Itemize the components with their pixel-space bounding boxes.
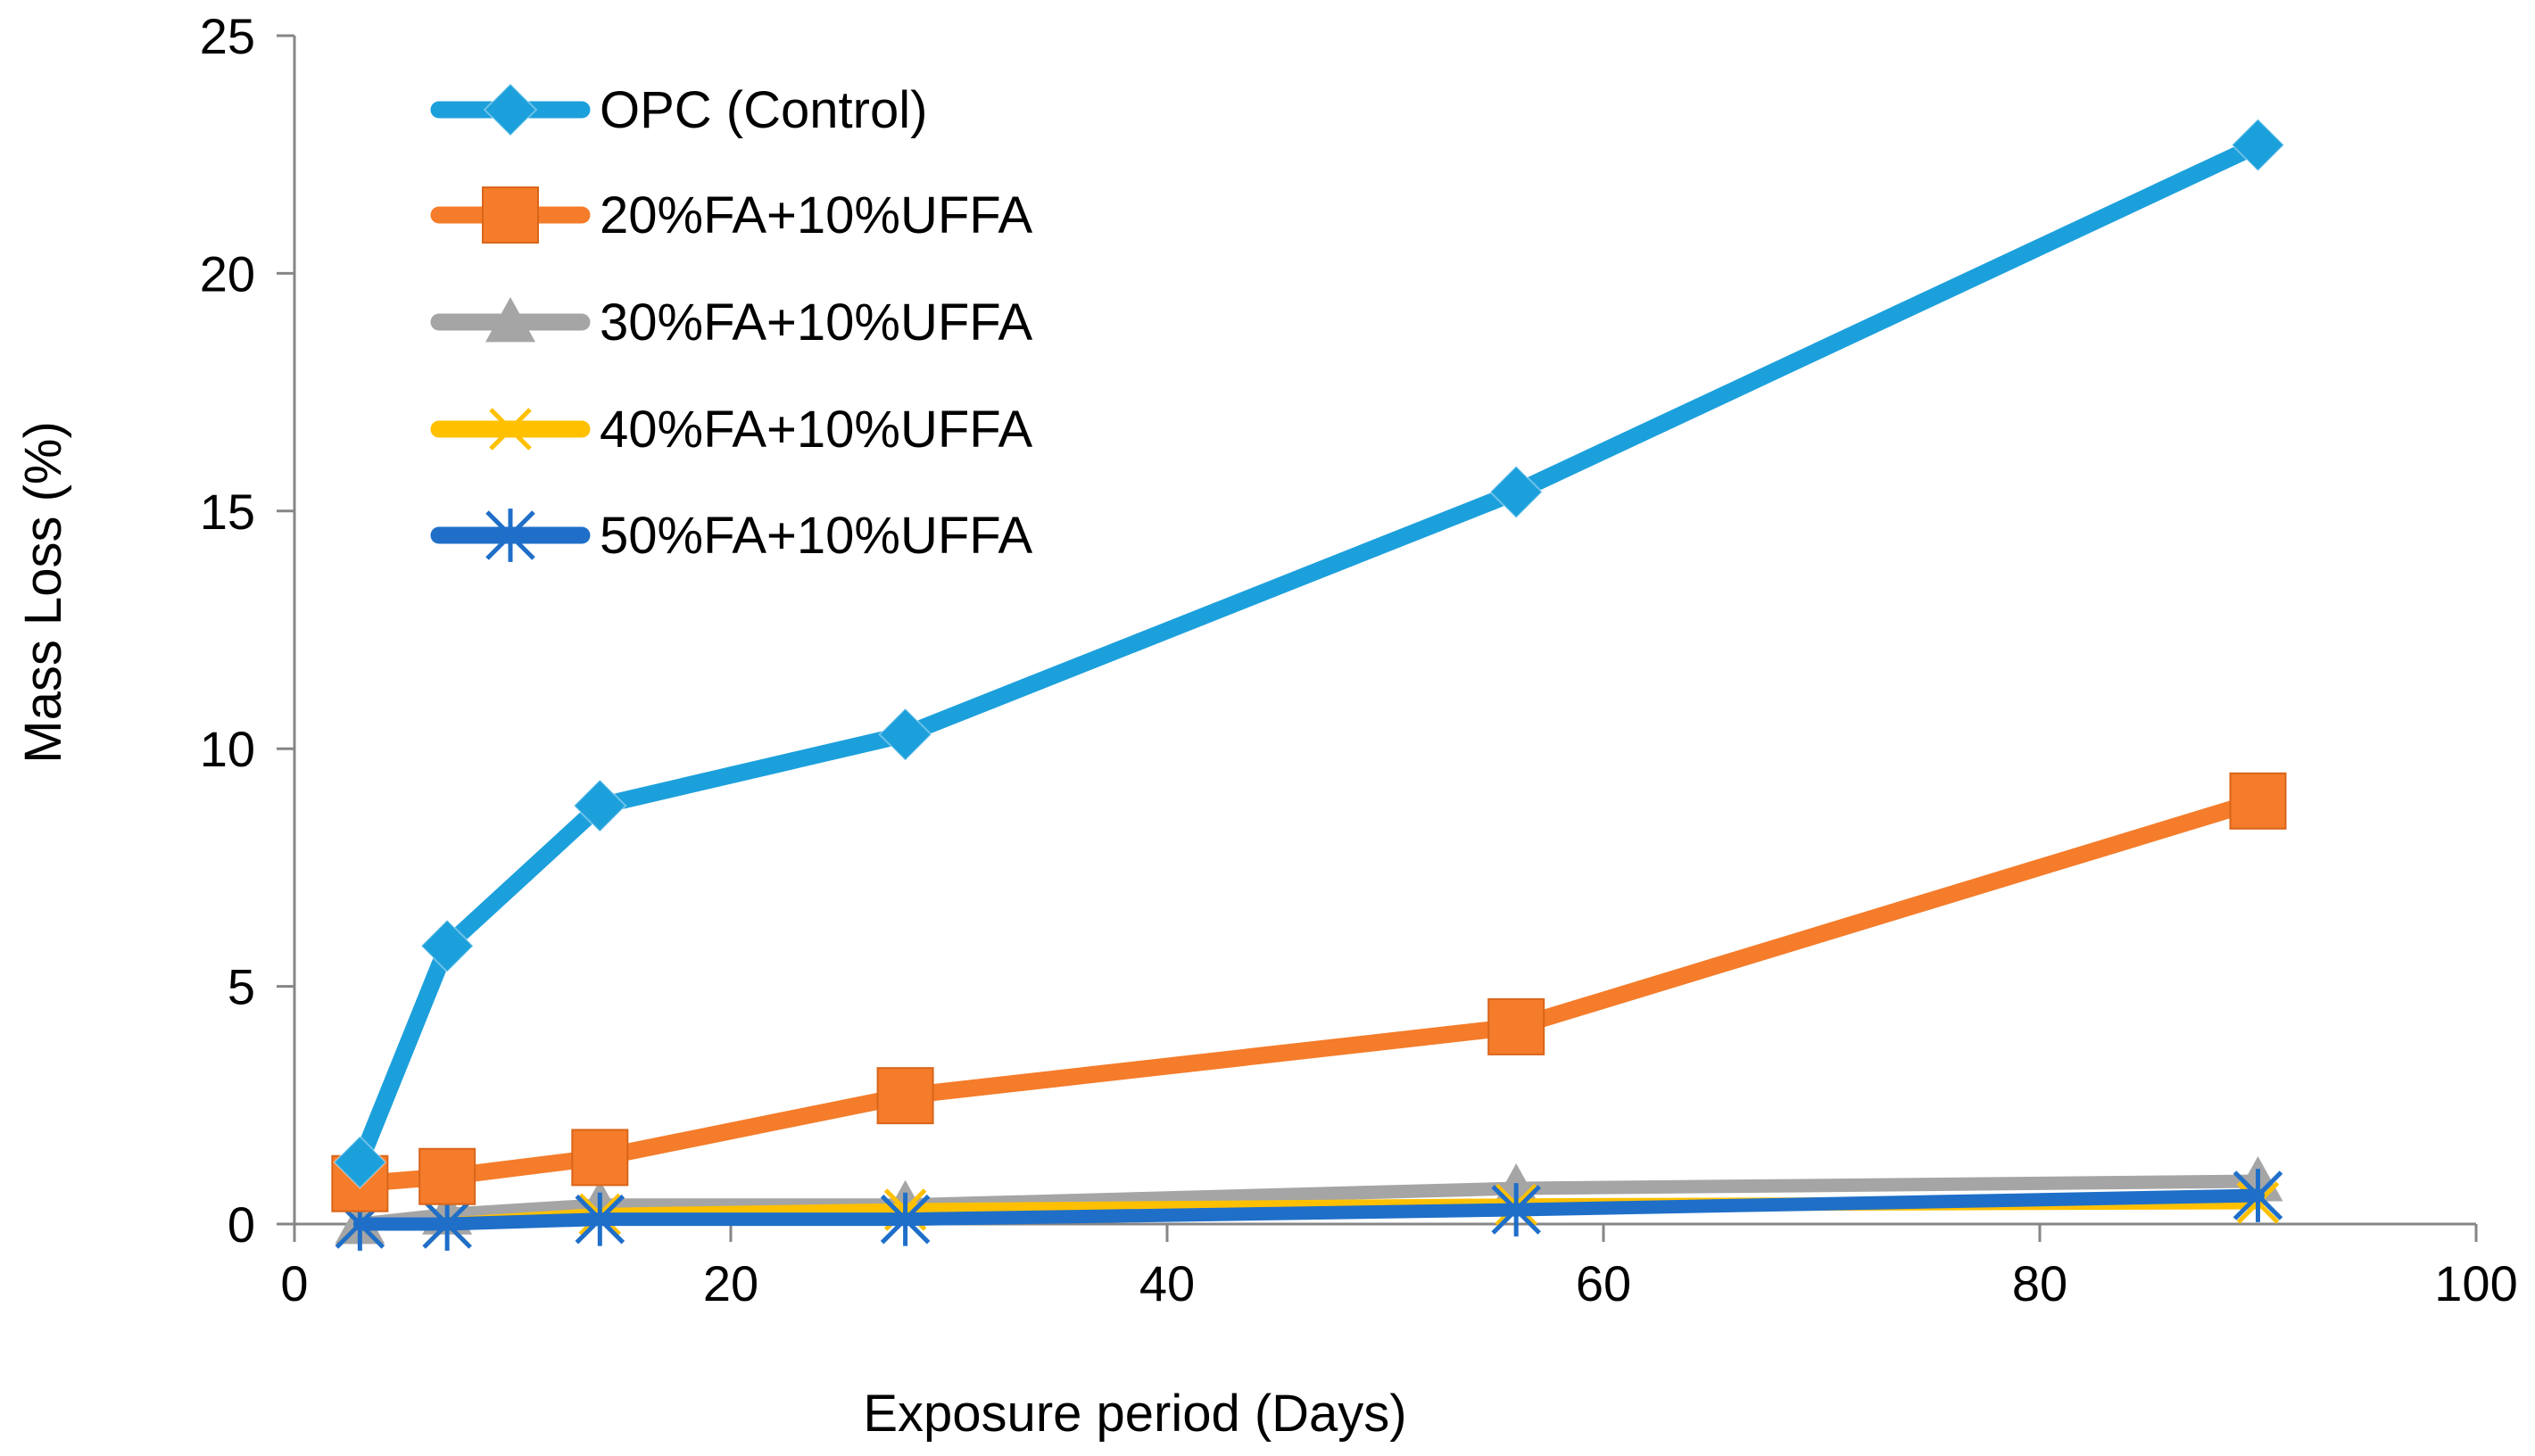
legend-swatch-marker	[485, 297, 535, 343]
series-5	[335, 1169, 2283, 1251]
y-tick-label: 20	[200, 245, 255, 302]
data-point	[2229, 772, 2287, 830]
data-point	[332, 1135, 387, 1190]
axes: 0 20 40 60 80 100 0 5 10 15 20 25	[200, 8, 2518, 1311]
x-axis-title: Exposure period (Days)	[863, 1385, 1406, 1443]
data-point	[1488, 465, 1544, 519]
data-point	[880, 1192, 931, 1246]
y-tick-label: 25	[200, 8, 255, 64]
data-point	[2231, 118, 2285, 172]
series-2	[331, 772, 2287, 1212]
series-line	[351, 792, 2266, 1193]
y-tick-label: 0	[228, 1196, 255, 1253]
series-line	[351, 136, 2266, 1171]
legend-label: OPC (Control)	[600, 81, 927, 139]
legend-swatch-marker	[485, 509, 535, 562]
legend-swatch-marker	[483, 82, 538, 137]
x-tick-label: 20	[703, 1255, 758, 1311]
data-point	[1491, 1183, 1541, 1237]
legend-item-1: OPC (Control)	[430, 81, 927, 139]
x-tick-label: 80	[2012, 1255, 2067, 1311]
series-line	[352, 1188, 2265, 1231]
legend-item-3: 30%FA+10%UFFA	[430, 294, 1032, 352]
data-point	[575, 1192, 625, 1246]
x-tick-label: 0	[280, 1255, 308, 1311]
data-point	[571, 1129, 629, 1187]
y-axis-title: Mass Loss (%)	[14, 421, 72, 764]
y-tick-label: 15	[200, 484, 255, 540]
legend: OPC (Control) 20%FA+10%UFFA 30%FA+10%UFFA 4…	[430, 81, 1032, 565]
data-point	[876, 1067, 934, 1125]
data-point	[422, 1197, 472, 1251]
legend-label: 50%FA+10%UFFA	[600, 507, 1032, 565]
y-tick-label: 10	[200, 721, 255, 777]
data-point	[418, 1147, 476, 1205]
legend-item-2: 20%FA+10%UFFA	[430, 186, 1032, 244]
legend-item-4: 40%FA+10%UFFA	[430, 401, 1032, 459]
y-tick-label: 5	[228, 959, 255, 1015]
x-tick-label: 100	[2434, 1255, 2517, 1311]
data-point	[2233, 1169, 2283, 1222]
data-point	[419, 918, 475, 973]
data-point	[878, 707, 933, 762]
data-point	[1487, 997, 1545, 1055]
series-layer	[331, 118, 2287, 1251]
legend-item-5: 50%FA+10%UFFA	[430, 507, 1032, 565]
legend-label: 20%FA+10%UFFA	[600, 186, 1032, 244]
legend-swatch-marker	[489, 408, 532, 451]
x-tick-label: 60	[1576, 1255, 1631, 1311]
legend-label: 30%FA+10%UFFA	[600, 294, 1032, 352]
legend-label: 40%FA+10%UFFA	[600, 401, 1032, 459]
legend-swatch-marker	[482, 186, 539, 244]
data-point	[572, 778, 627, 833]
x-tick-label: 40	[1139, 1255, 1195, 1311]
series-1	[332, 118, 2285, 1190]
